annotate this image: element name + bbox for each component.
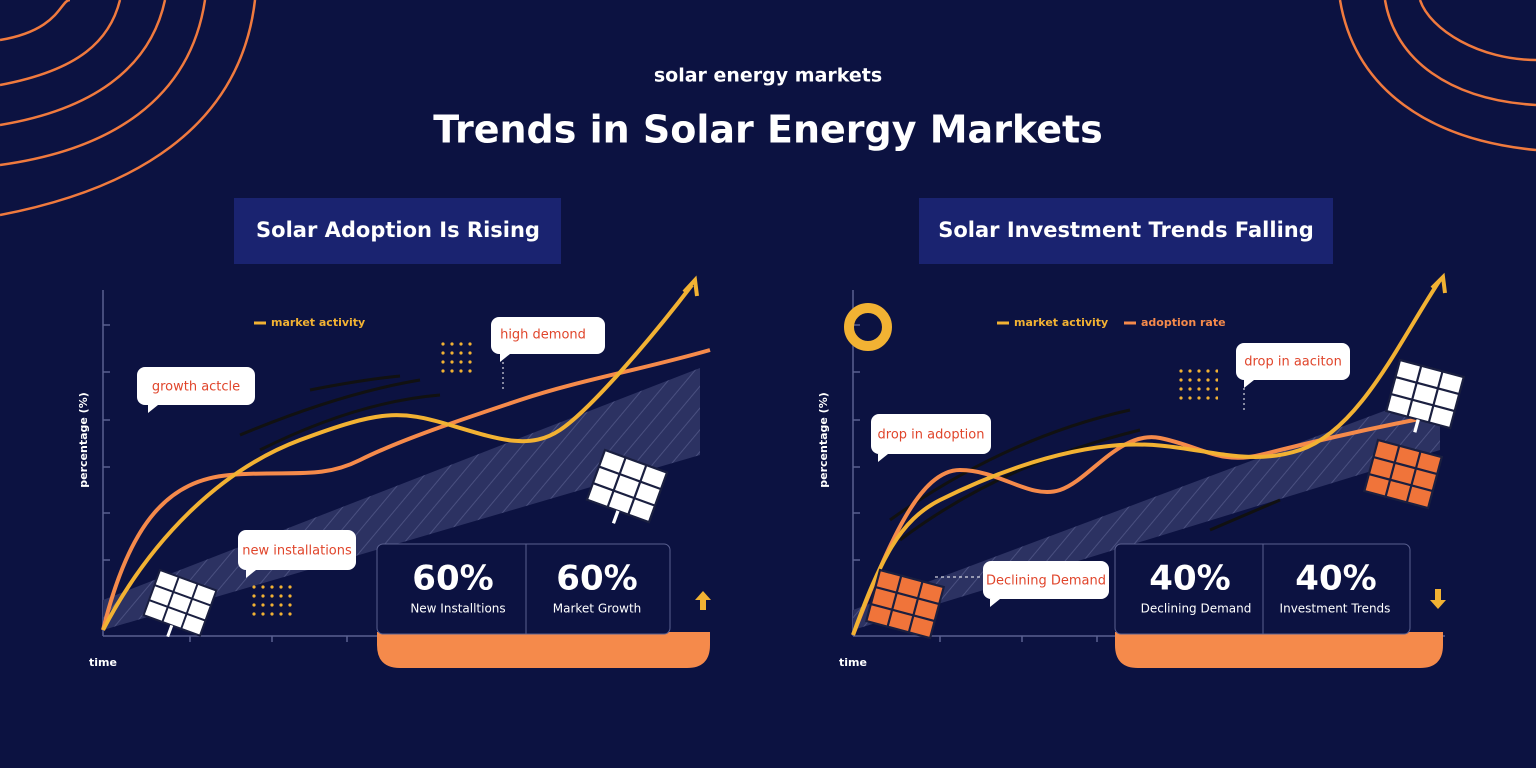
trend-line xyxy=(101,283,694,631)
x-axis-label: time xyxy=(89,656,117,669)
solar-panel-icon xyxy=(1362,438,1444,510)
callout-text: growth actcle xyxy=(152,380,240,395)
arrow-head xyxy=(682,275,699,297)
dots xyxy=(436,338,476,374)
stat-label: Market Growth xyxy=(553,602,642,616)
heading-box xyxy=(919,198,1333,264)
dots xyxy=(1178,364,1218,400)
stat-value: 40% xyxy=(1295,559,1376,599)
stat-base xyxy=(1115,632,1443,668)
arrow-head xyxy=(1430,272,1447,294)
sun-ring xyxy=(844,303,892,351)
stat-label: New Installtions xyxy=(410,602,505,616)
callout-text: new installations xyxy=(242,544,352,559)
solar-panel-icon xyxy=(864,568,946,640)
callout-text: drop in aaciton xyxy=(1244,355,1342,370)
stat-box xyxy=(376,543,671,635)
callout: drop in aaciton xyxy=(1236,343,1350,412)
stat-value: 40% xyxy=(1149,559,1230,599)
callout: growth actcle xyxy=(137,367,255,413)
callout: Declining Demand xyxy=(983,561,1109,607)
kicker: solar energy markets xyxy=(654,65,882,87)
trend-line xyxy=(851,278,1442,636)
title: Trends in Solar Energy Markets xyxy=(433,108,1103,152)
panel-heading: Solar Adoption Is Rising xyxy=(256,218,540,242)
stat-label: Declining Demand xyxy=(1141,602,1252,616)
legend-entry: market activity xyxy=(271,316,365,329)
scribble xyxy=(239,374,441,452)
callout-text: high demond xyxy=(500,328,586,343)
y-axis-label: percentage (%) xyxy=(817,392,830,488)
stat-label: Investment Trends xyxy=(1280,602,1391,616)
trend-line xyxy=(101,348,711,631)
stat-base xyxy=(377,632,710,668)
callout: new installations xyxy=(238,530,356,578)
panel-heading: Solar Investment Trends Falling xyxy=(938,218,1314,242)
callout: drop in adoption xyxy=(871,414,991,462)
up-arrow xyxy=(695,591,711,610)
y-axis-label: percentage (%) xyxy=(77,392,90,488)
decor-contours xyxy=(0,0,1536,217)
down-arrow xyxy=(1430,589,1446,609)
x-axis-label: time xyxy=(839,656,867,669)
trend-line xyxy=(851,413,1441,636)
callout-text: drop in adoption xyxy=(878,428,985,443)
stat-value: 60% xyxy=(556,559,637,599)
legend-entry: adoption rate xyxy=(1141,316,1226,329)
stat-value: 60% xyxy=(412,559,493,599)
heading-box xyxy=(234,198,561,264)
callout: high demond xyxy=(491,317,605,392)
callout-text: Declining Demand xyxy=(986,574,1106,589)
legend-entry: market activity xyxy=(1014,316,1108,329)
dots xyxy=(252,584,292,620)
